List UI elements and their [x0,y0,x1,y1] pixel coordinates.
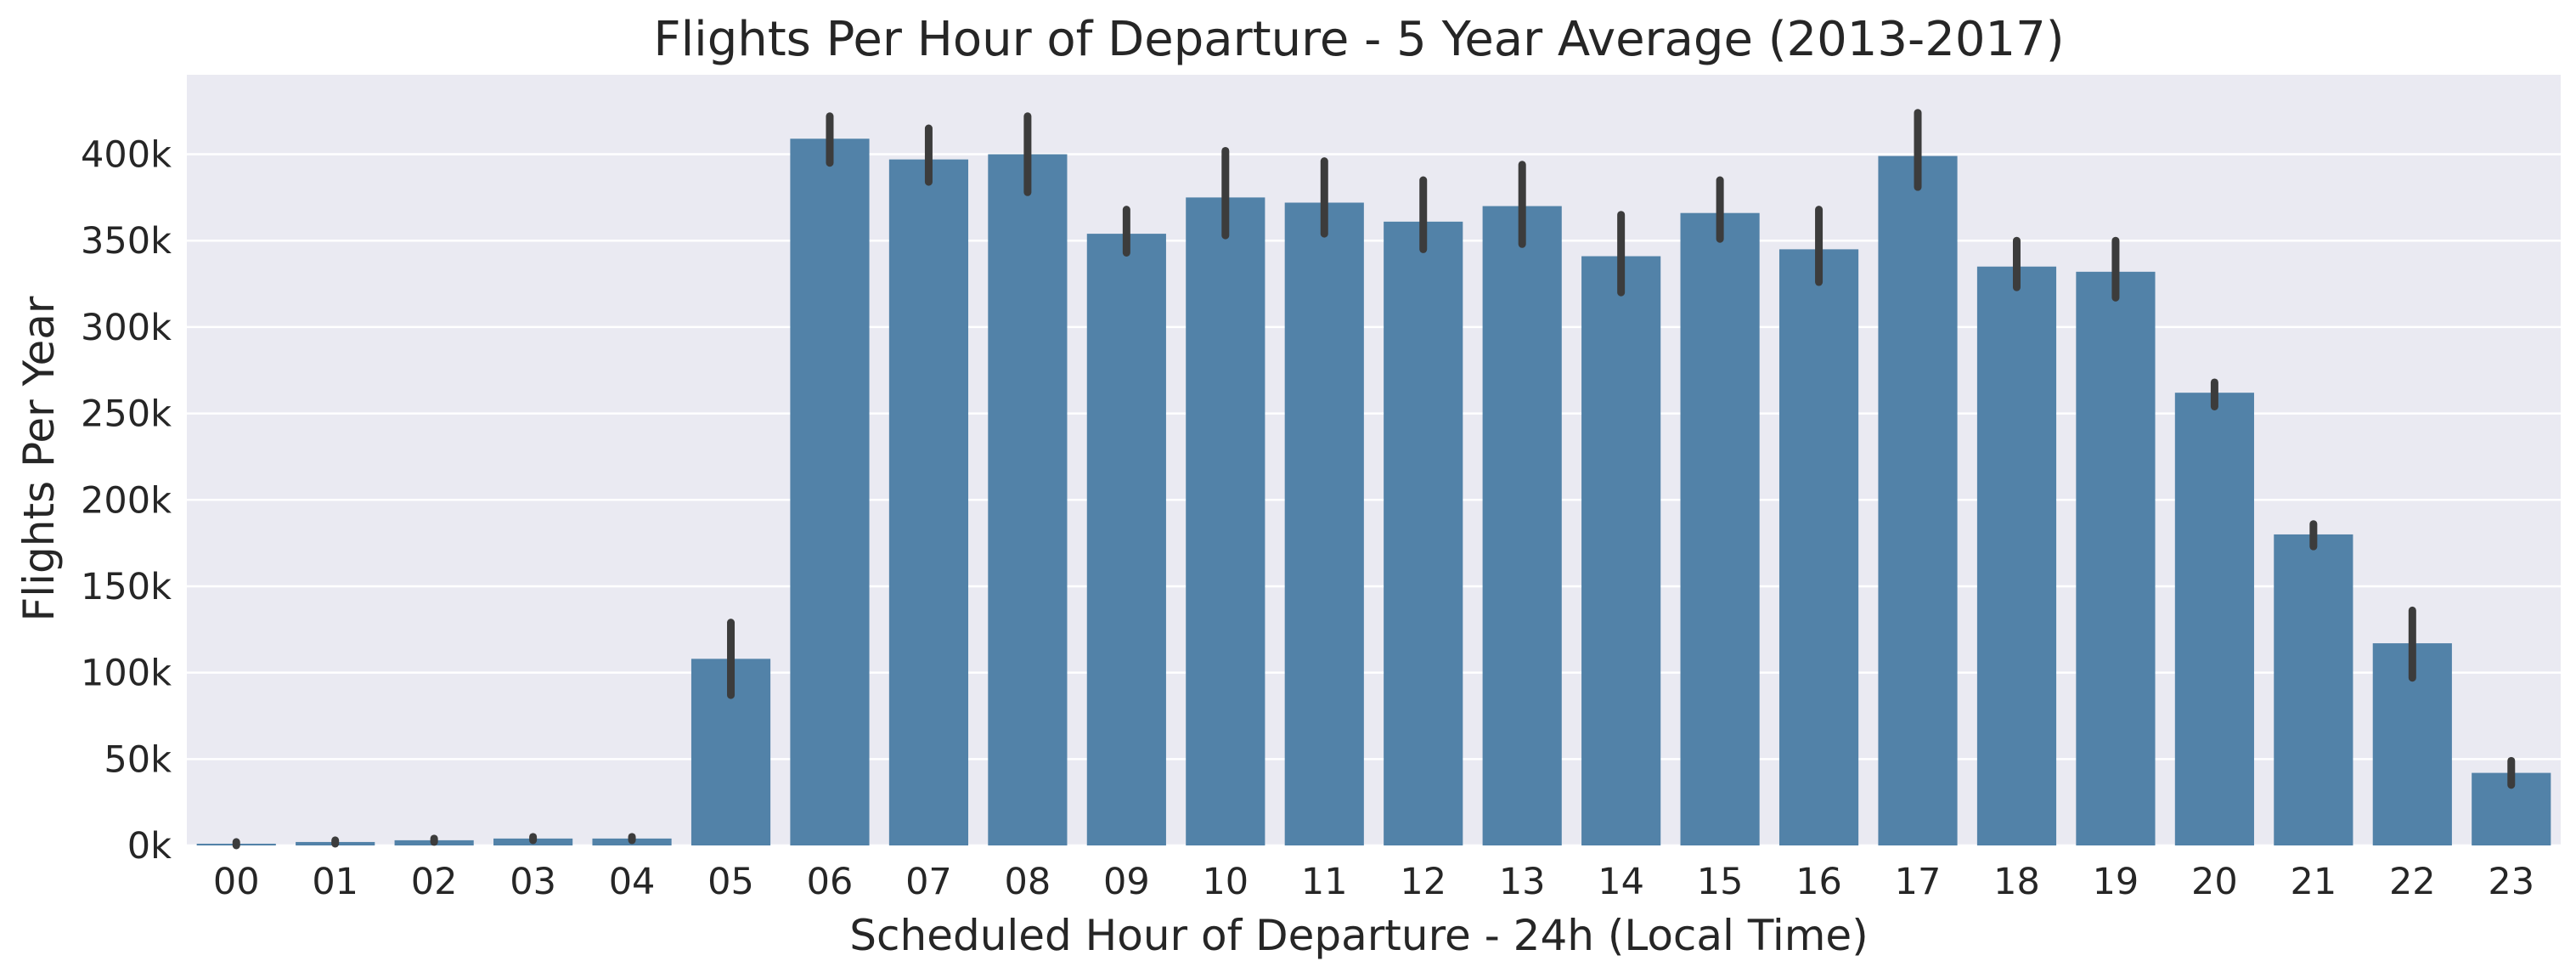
x-tick-label: 01 [312,861,358,903]
x-tick-label: 00 [213,861,260,903]
x-tick-label: 04 [609,861,656,903]
bar-11 [1284,202,1364,846]
bar-10 [1186,197,1265,846]
bar-12 [1384,221,1463,845]
y-tick-label: 150k [81,566,172,608]
x-axis-label: Scheduled Hour of Departure - 24h (Local… [849,911,1868,960]
plot-area [187,75,2561,845]
bar-08 [988,154,1068,845]
y-tick-label: 350k [81,220,172,263]
x-tick-label: 21 [2290,861,2336,903]
x-tick-label: 18 [1993,861,2040,903]
bar-07 [888,159,969,846]
bars [196,139,2551,846]
x-tick-label: 17 [1895,861,1942,903]
bar-09 [1086,234,1166,845]
x-tick-label: 14 [1598,861,1644,903]
x-tick-label: 08 [1005,861,1051,903]
x-tick-label: 13 [1499,861,1546,903]
x-tick-label: 23 [2488,861,2534,903]
bar-06 [790,139,870,846]
bar-18 [1976,266,2057,846]
bar-15 [1680,212,1760,846]
bar-14 [1581,256,1661,846]
y-axis-label: Flights Per Year [14,296,64,621]
y-tick-label: 100k [81,653,172,695]
bar-19 [2076,271,2156,845]
gridlines [187,153,2561,847]
bar-13 [1482,206,1562,846]
x-tick-label: 19 [2093,861,2139,903]
y-tick-label: 200k [81,479,172,522]
y-tick-label: 400k [81,134,172,177]
bar-16 [1778,249,1859,845]
x-tick-label: 15 [1697,861,1744,903]
y-tick-label: 250k [81,393,172,436]
x-tick-label: 05 [707,861,754,903]
bar-20 [2174,393,2254,845]
x-tick-label: 06 [807,861,854,903]
x-tick-label: 10 [1202,861,1249,903]
x-tick-label: 09 [1103,861,1150,903]
y-tick-label: 0k [127,825,172,868]
y-tick-label: 300k [81,307,172,349]
x-tick-label: 16 [1795,861,1842,903]
x-tick-label: 12 [1400,861,1446,903]
chart-title: Flights Per Hour of Departure - 5 Year A… [653,12,2064,67]
x-tick-label: 22 [2389,861,2436,903]
x-tick-label: 20 [2191,861,2238,903]
y-tick-label: 50k [104,738,172,781]
error-bars [232,109,2516,850]
x-tick-labels: 00 01 02 03 04 05 06 07 08 09 10 11 12 13 14 15 16 17 18 19… [213,861,2534,903]
x-tick-label: 11 [1301,861,1348,903]
x-tick-label: 03 [510,861,556,903]
y-tick-labels: 0k 50k 100k 150k 200k 250k 300k 350k 400k [81,134,172,868]
bar-17 [1878,155,1958,846]
x-tick-label: 02 [411,861,458,903]
bar-21 [2274,534,2353,845]
x-tick-label: 07 [905,861,952,903]
